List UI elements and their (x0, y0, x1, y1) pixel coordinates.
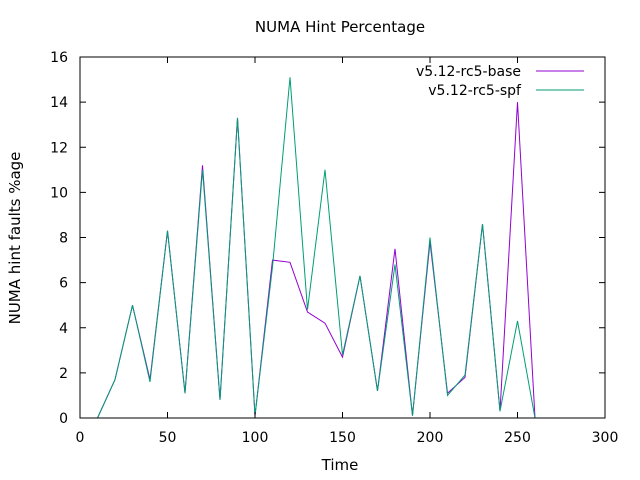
y-axis-label: NUMA hint faults %age (6, 152, 24, 325)
y-tick-label: 12 (50, 140, 68, 156)
axis-ticks: 0 50 100 150 200 250 300 0 2 4 6 8 10 12 14 16 (50, 50, 618, 446)
legend-label: v5.12-rc5-spf (428, 83, 522, 99)
y-tick-label: 10 (50, 185, 68, 201)
x-tick-label: 200 (417, 430, 444, 446)
y-tick-label: 8 (59, 231, 68, 247)
chart-title: NUMA Hint Percentage (255, 18, 425, 36)
x-tick-label: 150 (329, 430, 356, 446)
series-layer (97, 77, 536, 419)
y-tick-label: 4 (59, 321, 68, 337)
series-line-base (97, 102, 536, 419)
y-tick-label: 2 (59, 366, 68, 382)
legend: v5.12-rc5-base v5.12-rc5-spf (416, 64, 584, 99)
plot-frame (79, 56, 606, 419)
legend-label: v5.12-rc5-base (416, 64, 521, 80)
x-tick-label: 50 (159, 430, 177, 446)
y-tick-label: 0 (59, 411, 68, 427)
x-tick-label: 0 (76, 430, 85, 446)
x-tick-label: 300 (592, 430, 619, 446)
y-tick-label: 14 (50, 95, 68, 111)
series-line-spf (97, 77, 536, 419)
x-tick-label: 100 (242, 430, 269, 446)
y-tick-label: 6 (59, 276, 68, 292)
y-tick-label: 16 (50, 50, 68, 66)
x-axis-label: Time (321, 456, 359, 474)
x-tick-label: 250 (504, 430, 531, 446)
